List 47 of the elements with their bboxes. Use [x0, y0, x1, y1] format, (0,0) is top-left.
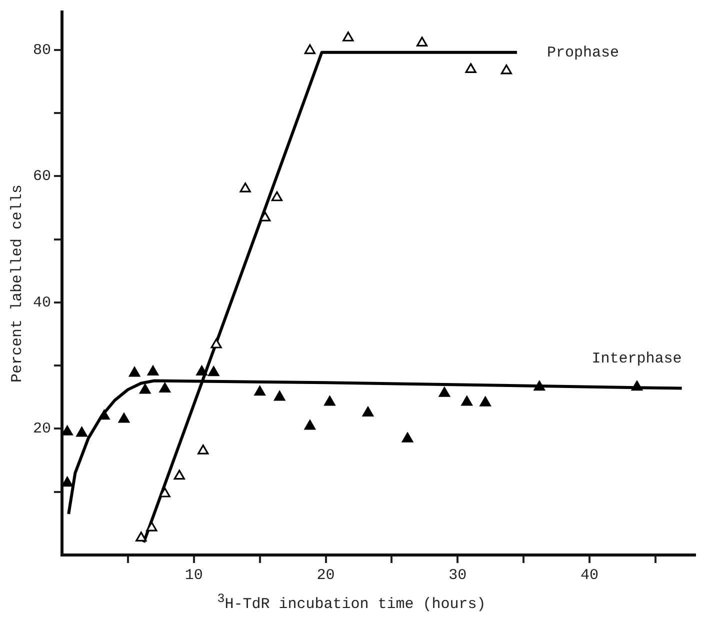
- x-tick-label: 10: [184, 566, 203, 584]
- point: [159, 487, 170, 498]
- point: [362, 406, 374, 416]
- y-tick-label: 80: [32, 42, 52, 59]
- point: [210, 338, 222, 348]
- point: [240, 182, 251, 192]
- point: [631, 380, 643, 391]
- y-tick-label: 20: [32, 420, 52, 438]
- point: [274, 390, 286, 401]
- point: [174, 470, 185, 480]
- point: [402, 432, 414, 442]
- y-axis-title: Percent labelled cells: [8, 184, 26, 383]
- point: [465, 63, 476, 74]
- point: [260, 212, 271, 222]
- x-tick-label: 40: [580, 566, 599, 584]
- point: [461, 396, 472, 406]
- point: [271, 191, 283, 202]
- x-axis-title: $^{3}$H-TdR incubation time (hours): [216, 592, 487, 613]
- point: [118, 412, 130, 423]
- point: [324, 396, 336, 406]
- series-label: Interphase: [592, 350, 682, 368]
- point: [480, 396, 491, 406]
- point: [140, 384, 151, 394]
- point: [62, 426, 73, 436]
- point: [438, 387, 450, 397]
- point: [534, 380, 545, 391]
- x-tick-label: 30: [448, 566, 467, 584]
- point: [146, 522, 158, 532]
- point: [304, 420, 316, 430]
- point: [304, 44, 316, 54]
- point: [128, 366, 140, 377]
- point: [76, 426, 88, 437]
- point: [147, 366, 159, 376]
- text: Prophase: [546, 44, 619, 62]
- point: [98, 410, 110, 420]
- point: [62, 476, 73, 487]
- point: [416, 36, 428, 46]
- point: [254, 386, 266, 396]
- point: [500, 64, 512, 74]
- point: [342, 32, 354, 42]
- point: [198, 444, 209, 454]
- point: [136, 532, 147, 542]
- y-tick-label: 60: [32, 168, 52, 186]
- y-tick-label: 40: [32, 294, 52, 312]
- point: [208, 366, 220, 376]
- point: [159, 382, 170, 392]
- x-tick-label: 20: [316, 566, 335, 584]
